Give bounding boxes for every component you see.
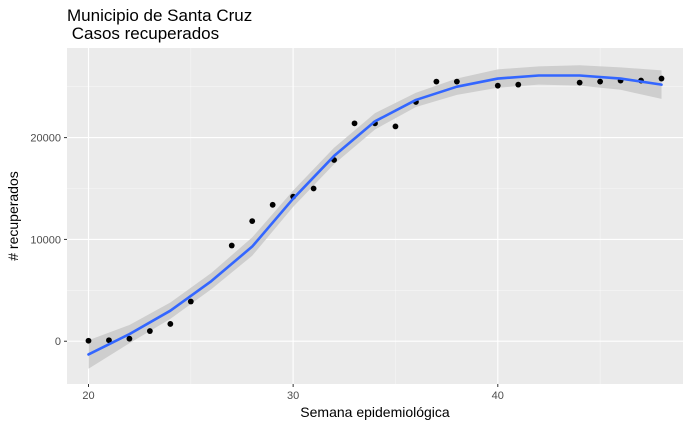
data-point <box>392 123 399 130</box>
grid-major <box>67 48 683 384</box>
smooth-line <box>87 74 663 356</box>
y-tick-label: 10000 <box>30 234 61 246</box>
data-point <box>106 337 112 344</box>
data-point <box>453 78 460 85</box>
data-point <box>515 81 522 88</box>
data-point <box>597 78 604 85</box>
chart-subtitle: Casos recuperados <box>67 24 219 43</box>
x-axis: 20 30 40 <box>82 384 504 402</box>
y-axis-title: # recuperados <box>5 171 21 261</box>
data-point <box>494 82 501 89</box>
data-point <box>310 185 317 192</box>
data-point <box>146 328 153 334</box>
y-tick-label: 0 <box>55 336 61 348</box>
data-point <box>351 120 358 127</box>
x-axis-title: Semana epidemiológica <box>300 404 450 420</box>
data-point <box>658 75 665 82</box>
plot-panel <box>67 48 683 384</box>
x-tick-label: 30 <box>287 390 299 402</box>
data-point <box>249 218 256 224</box>
data-point <box>126 335 133 342</box>
x-tick-label: 20 <box>82 390 94 402</box>
data-point <box>228 242 235 249</box>
data-point <box>269 201 276 208</box>
data-point <box>576 79 583 86</box>
chart-title: Municipio de Santa Cruz <box>67 6 252 25</box>
data-point <box>85 337 92 344</box>
data-point <box>187 298 194 305</box>
x-tick-label: 40 <box>492 390 504 402</box>
smooth-line-layer <box>87 74 663 356</box>
data-point <box>433 78 440 85</box>
data-point <box>167 321 174 327</box>
y-axis: 0 10000 20000 <box>30 133 67 348</box>
y-tick-label: 20000 <box>30 133 61 145</box>
